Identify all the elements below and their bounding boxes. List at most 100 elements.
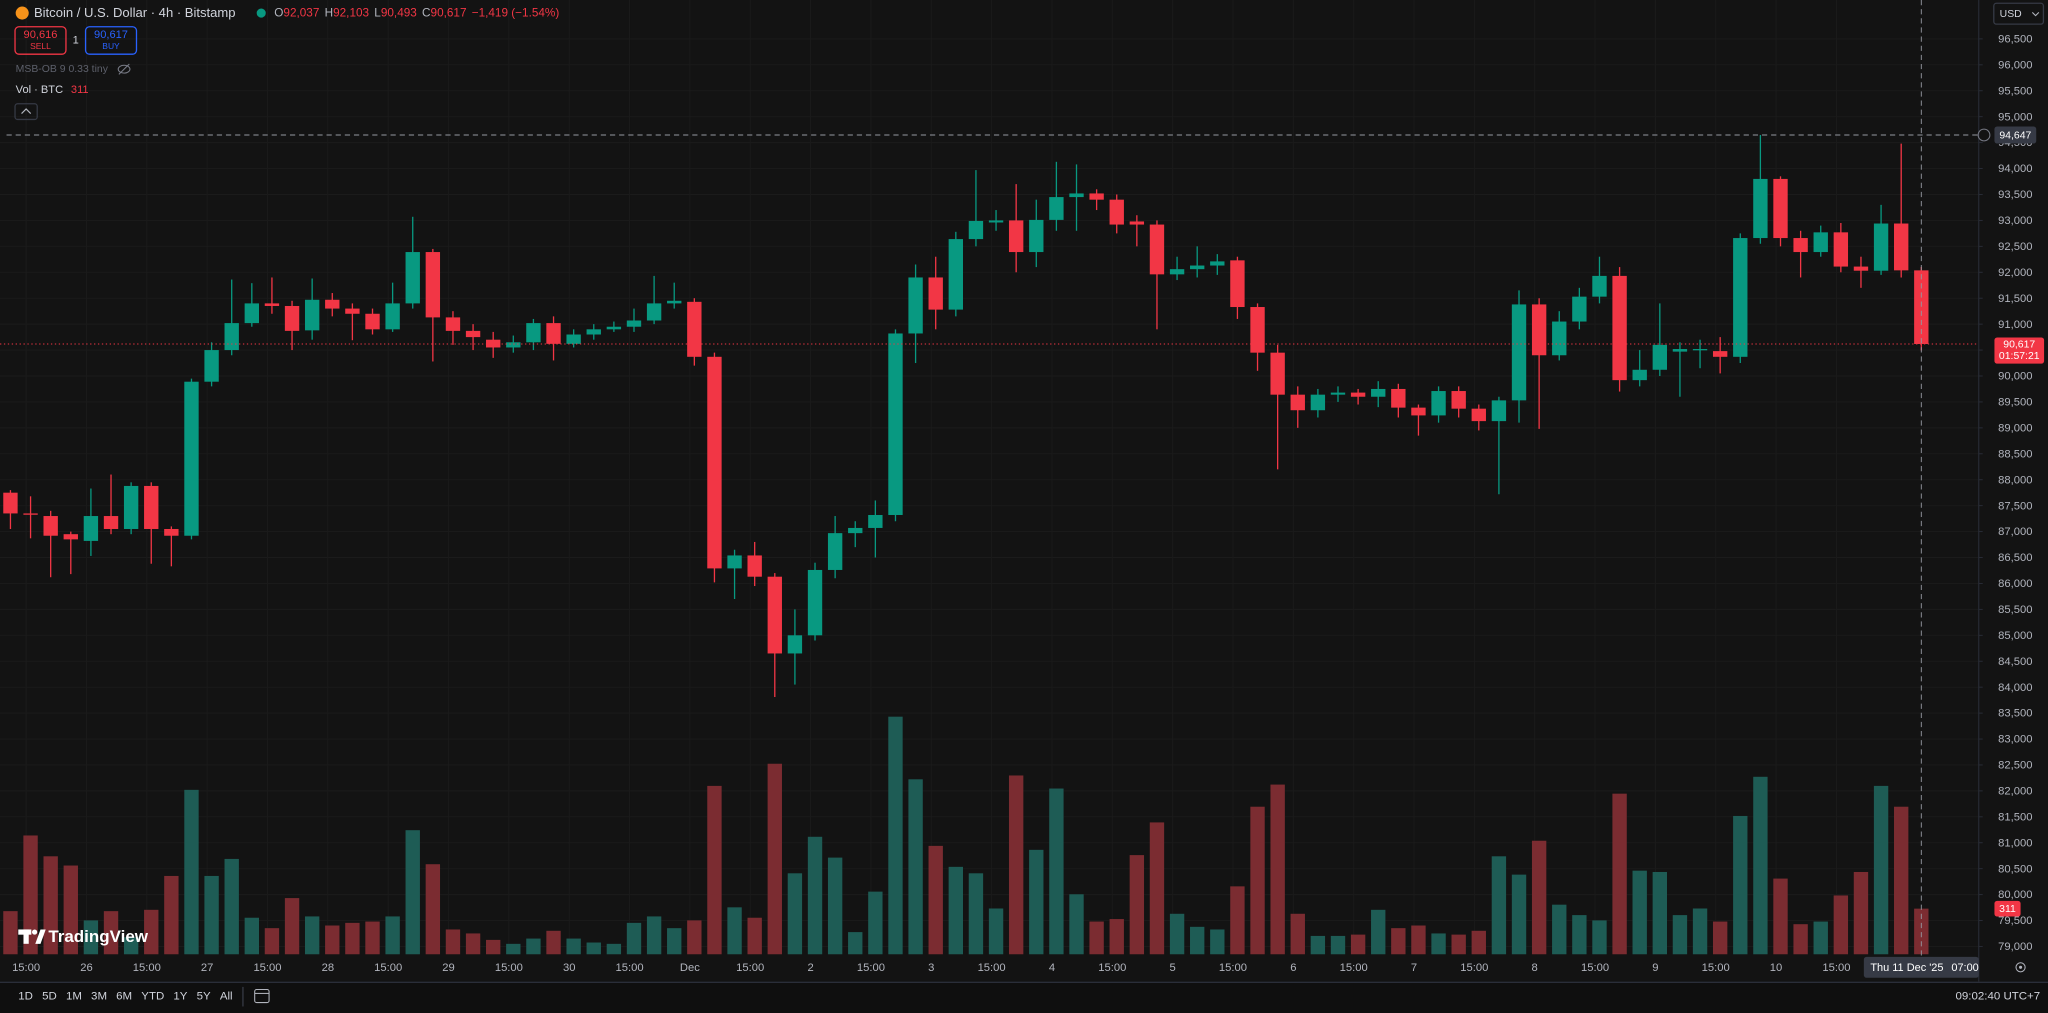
timeframe-button[interactable]: 1Y — [173, 991, 187, 1003]
volume-bar — [325, 925, 340, 955]
x-tick-label: 26 — [80, 962, 92, 974]
x-tick-label: 15:00 — [1581, 962, 1609, 974]
tradingview-logo — [18, 929, 46, 944]
settings-icon[interactable] — [2015, 962, 2026, 973]
candle-body — [204, 350, 219, 382]
candle-body — [687, 301, 702, 357]
crosshair-price-label: 94,647 — [1999, 130, 2031, 141]
currency-select[interactable] — [1993, 2, 2045, 25]
candle-body — [1371, 388, 1386, 397]
candle-body — [144, 485, 159, 529]
volume-bar — [908, 779, 923, 955]
volume-bar — [123, 937, 139, 955]
buy-button[interactable] — [84, 26, 138, 55]
volume-bar — [1491, 856, 1507, 955]
indicator-msb[interactable]: MSB-OB 9 0.33 tiny — [16, 64, 109, 75]
volume-bar — [1330, 935, 1346, 955]
candle-body — [1109, 199, 1124, 225]
volume-bar — [1511, 874, 1527, 955]
price-axis: 79,000 79,500 80,000 80,500 81,000 81,500 82,0… — [1977, 34, 2045, 953]
candle-body — [1008, 220, 1024, 253]
candle-body — [988, 220, 1004, 223]
candle-body — [405, 252, 420, 304]
candle-body — [184, 381, 199, 536]
timeframe-button[interactable]: 1M — [66, 991, 82, 1003]
candle-body — [1451, 391, 1466, 409]
volume-bar — [1712, 921, 1728, 955]
y-tick-label: 82,500 — [1998, 760, 2032, 772]
volume-bar — [1632, 870, 1647, 955]
volume-bar — [1531, 840, 1547, 955]
candle-body — [365, 313, 380, 330]
hidden-eye-icon[interactable] — [117, 63, 131, 75]
x-tick-label: 15:00 — [133, 962, 161, 974]
volume-bar — [928, 845, 943, 955]
clock[interactable]: 09:02:40 UTC+7 — [1956, 991, 2041, 1003]
candle-body — [1491, 400, 1507, 422]
candle-body — [667, 300, 682, 304]
candle-body — [747, 555, 762, 577]
timeframe-buttons: 1D 5D 1M 3M 6M YTD 1Y 5Y All — [18, 991, 232, 1003]
candle-body — [827, 533, 843, 570]
last-price-tag — [1994, 337, 2045, 364]
x-tick-label: 15:00 — [1219, 962, 1247, 974]
y-tick-label: 80,000 — [1998, 889, 2032, 901]
candle-body — [1149, 224, 1165, 275]
collapse-button[interactable] — [14, 103, 38, 121]
volume-bar — [465, 933, 481, 955]
candle-body — [123, 485, 139, 529]
candle-body — [1753, 178, 1768, 239]
volume-bar — [546, 930, 561, 955]
volume-bar — [727, 907, 742, 955]
volume-bar — [1190, 926, 1205, 955]
volume-pane — [3, 716, 1929, 955]
candle-body — [1270, 352, 1285, 395]
volume-bar — [667, 928, 682, 955]
order-quantity[interactable]: 1 — [73, 34, 79, 46]
timeframe-button[interactable]: All — [220, 991, 233, 1003]
volume-bar — [807, 836, 823, 955]
candle-body — [244, 303, 260, 324]
volume-bar — [204, 875, 219, 955]
candle-body — [3, 492, 18, 514]
crosshair-price-tag — [1994, 126, 2037, 144]
candle-body — [1330, 392, 1346, 395]
timeframe-button[interactable]: YTD — [141, 991, 164, 1003]
volume-bar — [345, 922, 360, 955]
countdown-label: 01:57:21 — [1999, 351, 2040, 362]
symbol-title[interactable]: Bitcoin / U.S. Dollar · 4h · Bitstamp — [34, 5, 236, 20]
add-alert-icon[interactable] — [1977, 128, 1991, 142]
volume-bar — [1612, 793, 1627, 955]
volume-bar — [566, 938, 581, 955]
x-tick-label: 4 — [1049, 962, 1055, 974]
volume-bar — [1169, 913, 1185, 955]
timeframe-button[interactable]: 6M — [116, 991, 132, 1003]
y-tick-label: 92,500 — [1998, 241, 2032, 253]
candle-body — [1873, 223, 1889, 271]
sell-price: 90,616 — [24, 29, 58, 41]
volume-bar — [526, 938, 541, 955]
timeframe-button[interactable]: 3M — [91, 991, 107, 1003]
sell-button[interactable] — [14, 26, 67, 55]
crosshair-time-label: Thu 11 Dec '25 07:00 — [1870, 962, 1978, 974]
date-range-icon[interactable] — [254, 988, 270, 1004]
overlay — [0, 0, 1979, 957]
y-tick-label: 88,500 — [1998, 448, 2032, 460]
y-tick-label: 86,000 — [1998, 578, 2032, 590]
volume-bar — [1290, 913, 1305, 955]
candle-body — [506, 342, 521, 348]
volume-bar — [1572, 915, 1587, 955]
volume-bar — [1109, 919, 1124, 955]
timeframe-button[interactable]: 1D — [18, 991, 33, 1003]
indicator-volume[interactable]: Vol · BTC 311 — [16, 84, 89, 96]
candle-body — [546, 323, 561, 344]
crosshair-date: Thu 11 Dec '25 — [1870, 962, 1943, 974]
volume-label: Vol · BTC — [16, 84, 63, 96]
timeframe-button[interactable]: 5D — [42, 991, 57, 1003]
logo-text[interactable]: TradingView — [48, 927, 148, 946]
candle-body — [1733, 238, 1748, 357]
volume-bar — [284, 898, 300, 955]
timeframe-button[interactable]: 5Y — [197, 991, 211, 1003]
